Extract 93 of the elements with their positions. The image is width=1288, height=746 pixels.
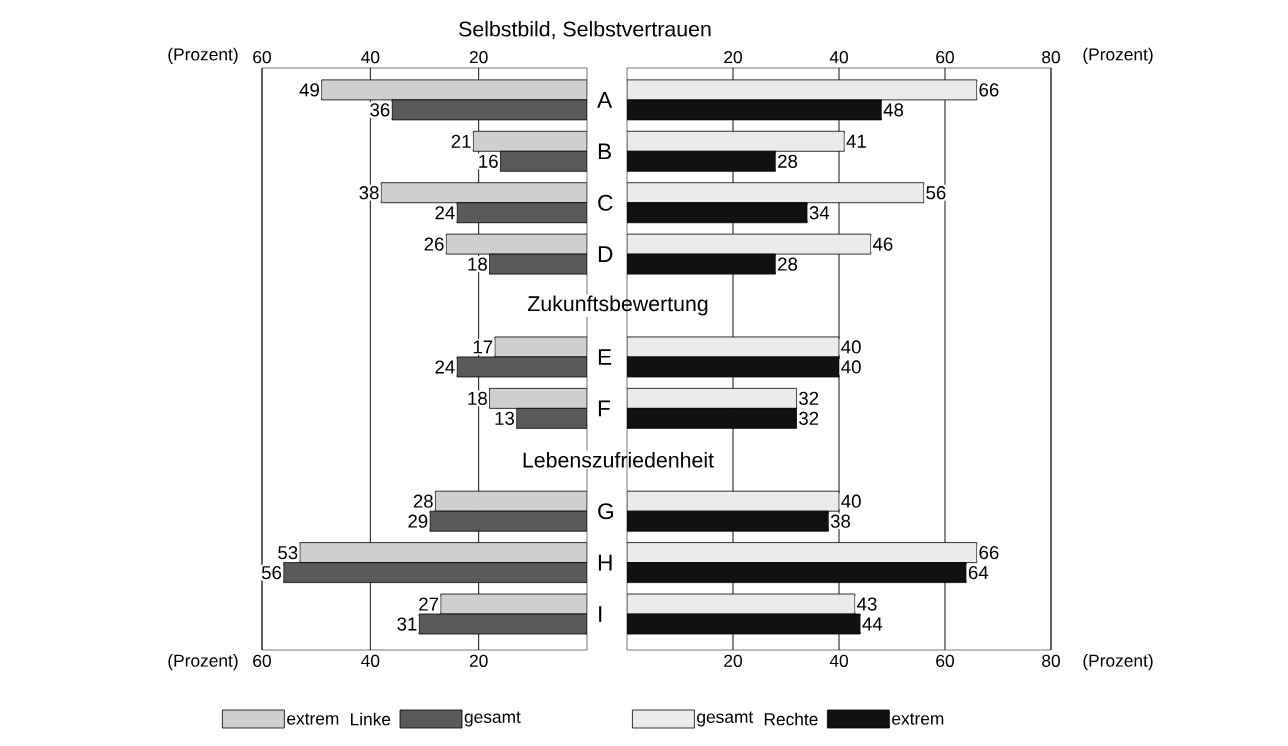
data-label: 38 xyxy=(830,514,851,528)
bar xyxy=(299,542,587,563)
x2-axis-title: (Prozent) xyxy=(1083,47,1153,64)
bar xyxy=(627,613,861,635)
data-label: 53 xyxy=(278,545,298,560)
bar xyxy=(283,562,587,583)
legend-title: Linke xyxy=(351,712,391,726)
x2-tick-label: 60 xyxy=(936,654,954,667)
annotation: Zukunftsbewertung xyxy=(527,295,708,316)
x-axis-title: (Prozent) xyxy=(168,654,238,671)
bar xyxy=(627,490,840,512)
x2-tick-label: 40 xyxy=(361,654,380,667)
data-label: 66 xyxy=(979,83,999,97)
y-tick-label: C xyxy=(598,194,613,211)
data-label: 66 xyxy=(979,545,999,560)
data-label: 13 xyxy=(495,411,515,425)
x2-tick-label: 80 xyxy=(1042,654,1060,667)
data-label: 49 xyxy=(299,83,319,97)
data-label: 26 xyxy=(424,237,444,251)
data-label: 32 xyxy=(799,391,819,405)
bar xyxy=(472,130,587,152)
x2-tick-label: 60 xyxy=(253,654,271,667)
data-label: 28 xyxy=(778,257,798,271)
data-label: 40 xyxy=(841,494,861,508)
data-label: 21 xyxy=(451,134,471,148)
legend-label: gesamt xyxy=(697,711,754,727)
x-tick-label: 40 xyxy=(829,51,848,64)
bar xyxy=(627,99,882,121)
bar xyxy=(627,562,967,583)
bar xyxy=(627,182,925,204)
data-label: 44 xyxy=(862,617,883,631)
y-tick-label: B xyxy=(598,143,611,160)
data-label: 29 xyxy=(408,514,428,528)
chart-title: Selbstbild, Selbstvertrauen xyxy=(459,20,711,40)
data-label: 56 xyxy=(926,186,946,200)
bar xyxy=(627,130,845,152)
data-label: 56 xyxy=(261,565,282,580)
y-tick-label: G xyxy=(598,503,613,520)
data-label: 24 xyxy=(435,360,455,374)
x2-tick-label: 20 xyxy=(724,654,742,667)
y-tick-label: D xyxy=(598,246,613,262)
data-label: 36 xyxy=(370,103,390,117)
data-label: 43 xyxy=(857,597,877,611)
data-label: 28 xyxy=(413,494,433,508)
data-label: 40 xyxy=(841,360,861,374)
data-label: 24 xyxy=(435,206,455,220)
x-tick-label: 60 xyxy=(253,51,271,64)
x2-tick-label: 40 xyxy=(829,654,848,667)
legend-label: extrem xyxy=(287,713,339,725)
x2-tick-label: 20 xyxy=(469,654,488,667)
data-label: 46 xyxy=(872,237,893,251)
x-tick-label: 20 xyxy=(469,51,488,64)
x-tick-label: 20 xyxy=(724,51,742,64)
bar xyxy=(434,490,587,512)
bar xyxy=(627,150,776,172)
data-label: 31 xyxy=(397,617,417,631)
y-tick-label: E xyxy=(598,349,612,365)
x-axis-title: (Prozent) xyxy=(1083,654,1153,671)
bar xyxy=(627,79,978,101)
data-label: 64 xyxy=(968,565,989,580)
legend-title: Rechte xyxy=(764,712,818,726)
bar xyxy=(627,407,798,429)
data-label: 18 xyxy=(468,257,487,271)
y-tick-label: F xyxy=(598,400,610,417)
x2-axis-title: (Prozent) xyxy=(168,47,238,64)
data-label: 41 xyxy=(846,134,866,148)
data-label: 16 xyxy=(479,154,498,168)
data-label: 32 xyxy=(799,411,819,425)
bar xyxy=(321,79,587,101)
x-tick-label: 40 xyxy=(361,51,380,64)
data-label: 18 xyxy=(468,391,487,405)
bar xyxy=(627,542,978,563)
data-label: 27 xyxy=(419,597,439,611)
y-tick-label: I xyxy=(599,606,602,622)
legend-label: extrem xyxy=(892,713,944,725)
bar xyxy=(499,150,587,172)
annotation: Lebenszufriedenheit xyxy=(523,451,714,468)
data-label: 38 xyxy=(359,186,379,200)
x-tick-label: 60 xyxy=(936,51,954,64)
legend-label: gesamt xyxy=(464,711,521,727)
bar xyxy=(627,202,808,224)
bar xyxy=(456,202,587,224)
y-tick-label: A xyxy=(597,92,613,108)
data-label: 48 xyxy=(883,103,904,117)
y-tick-label: H xyxy=(598,554,612,571)
data-label: 28 xyxy=(778,154,798,168)
data-label: 17 xyxy=(473,340,493,354)
x-tick-label: 80 xyxy=(1042,51,1060,64)
bar xyxy=(429,510,587,532)
data-label: 40 xyxy=(841,340,861,354)
data-label: 34 xyxy=(809,206,830,220)
bar xyxy=(516,407,587,429)
bar xyxy=(627,387,798,409)
